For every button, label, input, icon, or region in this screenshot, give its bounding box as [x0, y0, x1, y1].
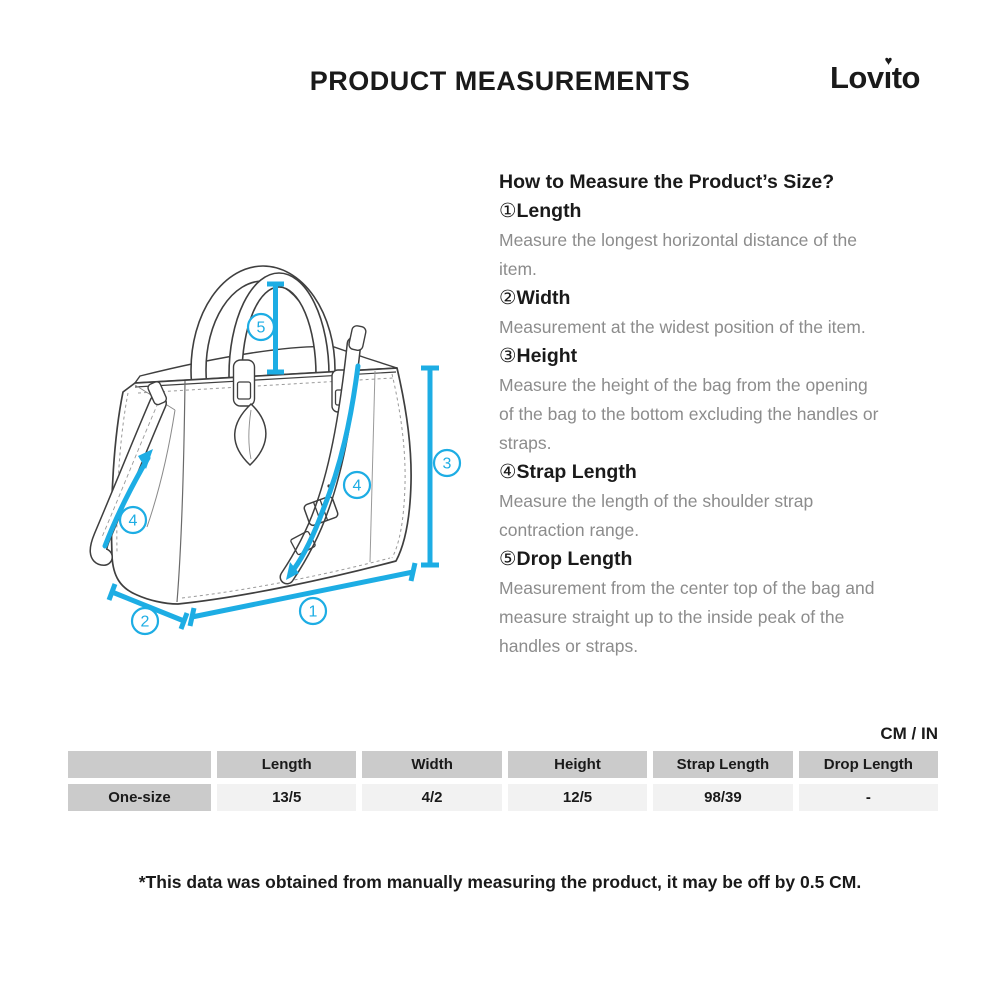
callout-number: 4	[353, 478, 362, 495]
table-cell-drop-length: -	[798, 784, 939, 811]
brand-logo-part: Lov	[829, 60, 884, 95]
bag-left-tab-ring	[236, 381, 252, 400]
measure-item-strap-desc: Measure the length of the shoulder strap…	[499, 491, 814, 540]
circled-3-icon: ③	[499, 345, 517, 367]
callout-number: 4	[129, 513, 138, 530]
heart-icon: ♥	[884, 53, 893, 68]
callout-width: 2	[130, 606, 160, 636]
table-header-size	[68, 751, 211, 778]
table-cell-strap-length: 98/39	[653, 784, 793, 811]
circled-4-icon: ④	[499, 461, 517, 483]
table-header-row: Length Width Height Strap Length Drop Le…	[68, 751, 939, 778]
measure-item-label: Strap Length	[516, 461, 637, 483]
table-header-length: Length	[217, 751, 357, 778]
measure-item-length-heading: ①Length	[499, 197, 937, 226]
measurement-line-strap-left	[102, 455, 151, 549]
bag-right-crease	[369, 370, 376, 563]
measure-item-drop-heading: ⑤Drop Length	[499, 545, 937, 574]
callout-strap-right: 4	[342, 470, 372, 500]
how-to-heading: How to Measure the Product’s Size?	[499, 171, 835, 193]
bag-left-stitching	[116, 392, 129, 553]
callout-strap-left: 4	[118, 505, 148, 535]
measure-item-drop-desc: Measurement from the center top of the b…	[499, 578, 875, 656]
table-header-drop-length: Drop Length	[798, 751, 939, 778]
callout-number: 2	[141, 614, 150, 631]
table-header-height: Height	[507, 751, 648, 778]
measurement-line-height	[421, 365, 439, 568]
table-cell-height: 12/5	[507, 784, 648, 811]
table-header-width: Width	[362, 751, 502, 778]
measure-item-width-desc: Measurement at the widest position of th…	[499, 317, 866, 337]
measure-item-height-desc: Measure the height of the bag from the o…	[499, 375, 879, 453]
table-header-strap-length: Strap Length	[653, 751, 793, 778]
bag-measurement-diagram: 5 3 4 4 1	[70, 240, 470, 660]
callout-height: 3	[432, 448, 462, 478]
strap-left-clip	[147, 381, 168, 406]
measurement-line-strap-right	[291, 363, 361, 572]
measure-item-strap-heading: ④Strap Length	[499, 458, 937, 487]
callout-number: 3	[443, 456, 452, 473]
callout-drop-length: 5	[246, 312, 276, 342]
brand-logo-part: to	[891, 60, 921, 95]
measurement-line-drop-length	[267, 281, 284, 375]
measure-item-label: Drop Length	[516, 548, 633, 570]
diagram-callouts: 5 3 4 4 1	[118, 312, 462, 636]
bag-bottom-stitching	[181, 557, 391, 599]
shoulder-strap-left-stitch	[101, 402, 159, 538]
table-cell-size: One-size	[68, 784, 211, 811]
strap-right-clip	[348, 325, 367, 352]
callout-number: 1	[309, 604, 318, 621]
bag-leaf-charm-vein	[248, 409, 252, 460]
page-title: PRODUCT MEASUREMENTS	[309, 66, 691, 96]
measure-item-label: Width	[516, 287, 571, 309]
brand-logo-i-stem: ı	[883, 60, 893, 95]
size-table: Length Width Height Strap Length Drop Le…	[68, 751, 939, 811]
table-row: One-size 13/5 4/2 12/5 98/39 -	[68, 784, 939, 811]
callout-number: 5	[257, 320, 266, 337]
callout-length: 1	[298, 596, 328, 626]
measure-item-label: Height	[516, 345, 578, 367]
measurement-lines	[102, 281, 439, 630]
measure-item-height-heading: ③Height	[499, 342, 937, 371]
how-to-measure-section: How to Measure the Product’s Size? ①Leng…	[499, 168, 937, 661]
bag-leaf-charm	[234, 402, 267, 467]
arrowhead-down-icon	[286, 562, 299, 580]
circled-1-icon: ①	[499, 200, 517, 222]
bag-right-stitching	[391, 373, 406, 559]
bag-front-left-crease	[176, 380, 186, 603]
table-cell-width: 4/2	[362, 784, 502, 811]
measure-item-length-desc: Measure the longest horizontal distance …	[499, 230, 857, 279]
circled-2-icon: ②	[499, 287, 517, 309]
table-cell-length: 13/5	[217, 784, 357, 811]
bag-illustration: 5 3 4 4 1	[89, 265, 462, 636]
units-label: CM / IN	[880, 724, 938, 743]
measure-item-width-heading: ②Width	[499, 284, 937, 313]
brand-logo-i: ı ♥	[883, 54, 893, 96]
brand-logo: Lovı ♥ to	[829, 54, 921, 96]
measurement-line-width	[106, 583, 190, 630]
measure-item-label: Length	[516, 200, 582, 222]
arrowhead-up-icon	[138, 449, 153, 469]
measurement-line-length	[187, 562, 418, 627]
measurement-disclaimer: *This data was obtained from manually me…	[138, 872, 862, 892]
circled-5-icon: ⑤	[499, 548, 517, 570]
